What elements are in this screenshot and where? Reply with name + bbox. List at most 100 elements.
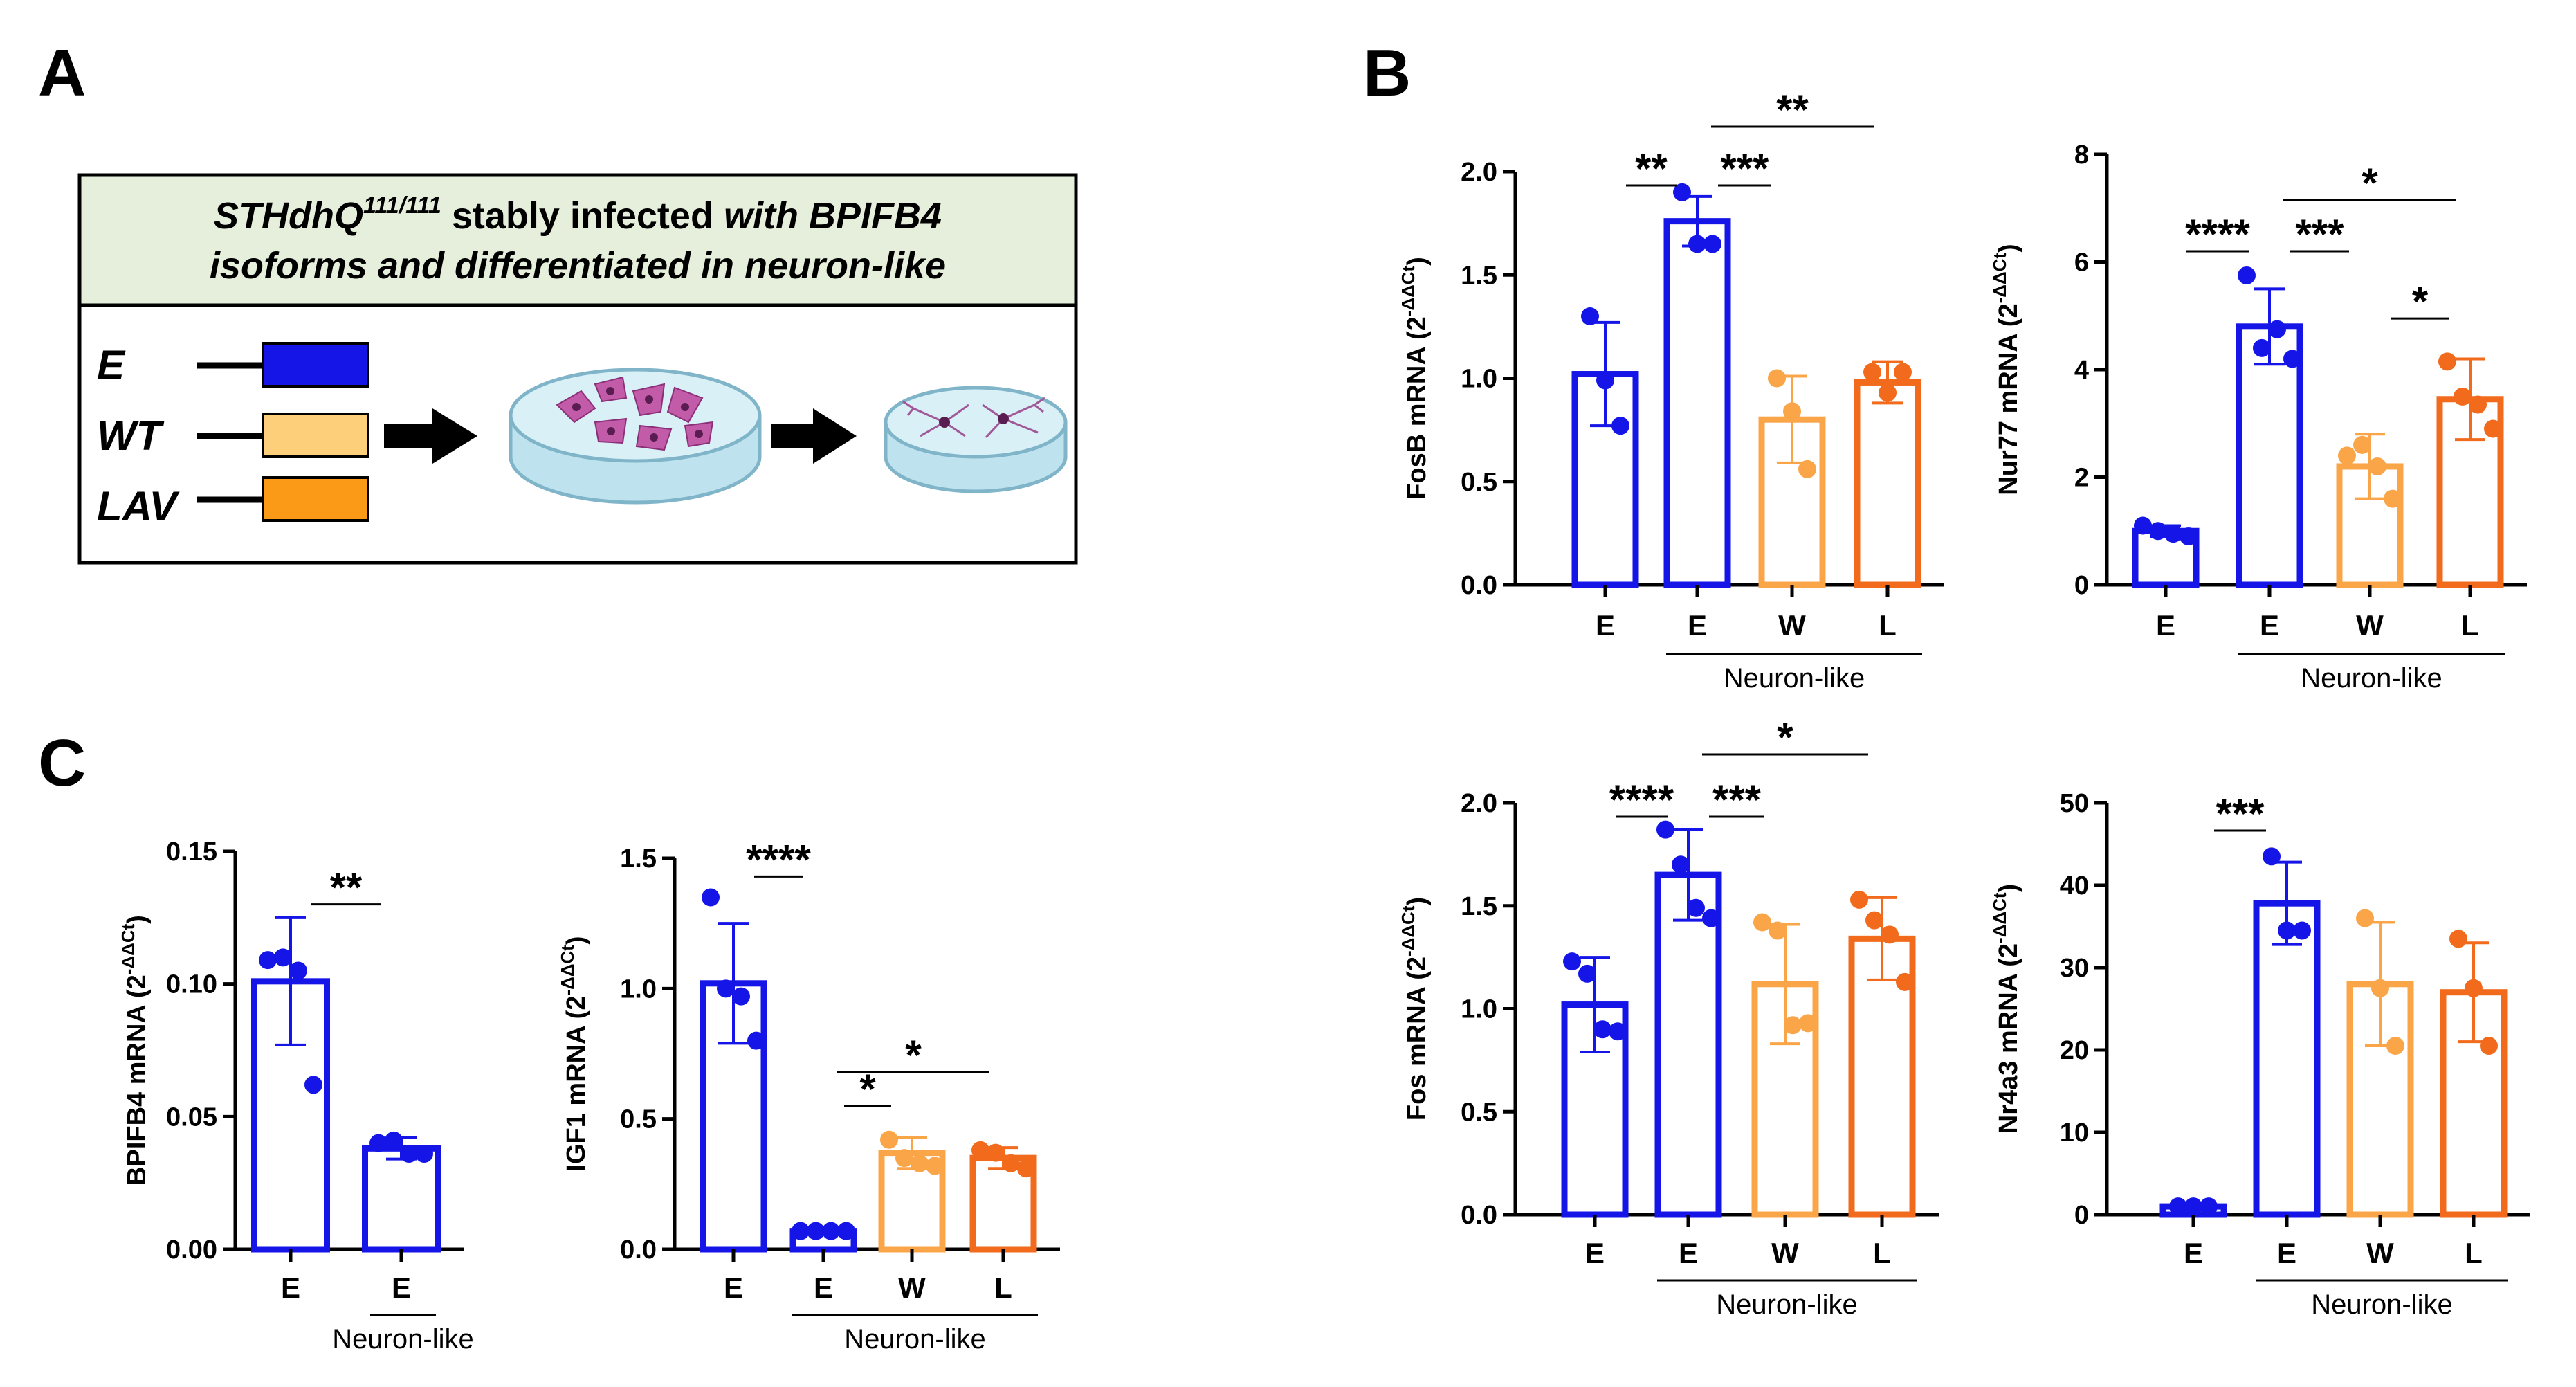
isoform-e-box <box>262 342 369 388</box>
y-tick-label: 0.0 <box>1461 1201 1497 1230</box>
data-point <box>1688 235 1706 253</box>
construct-lav: LAV <box>97 476 369 529</box>
data-point <box>1581 307 1599 325</box>
data-point <box>2268 320 2286 338</box>
data-point <box>1865 911 1883 930</box>
x-tick-label: W <box>2356 609 2384 642</box>
y-tick-label: 0 <box>2074 571 2089 600</box>
data-point <box>369 1134 387 1152</box>
data-point <box>2465 979 2483 997</box>
significance-label: ** <box>1776 87 1809 133</box>
schematic-title-line1: STHdhQ111/111 stably infected with BPIFB… <box>214 192 942 237</box>
significance-label: *** <box>2216 790 2265 837</box>
y-tick-label: 0.5 <box>620 1105 657 1134</box>
panel-letter-b: B <box>1363 36 1411 110</box>
data-point <box>1702 909 1720 927</box>
construct-e: E <box>97 342 369 388</box>
data-point <box>1656 820 1674 839</box>
significance-label: * <box>1777 714 1793 761</box>
data-point <box>2454 387 2472 406</box>
data-point <box>2134 516 2152 535</box>
y-tick-label: 40 <box>2060 871 2089 900</box>
x-tick-label: W <box>1778 609 1806 642</box>
y-tick-label: 0.5 <box>1461 468 1497 497</box>
y-tick-label: 20 <box>2060 1036 2089 1065</box>
data-point <box>2480 1037 2498 1055</box>
group-label: Neuron-like <box>1716 1289 1858 1320</box>
significance-label: *** <box>1712 777 1762 823</box>
data-point <box>2293 921 2311 940</box>
data-point <box>1798 460 1816 478</box>
data-point <box>1799 1014 1817 1033</box>
chart-nur77: 0 2 4 6 8 Nur77 mRNA (2-ΔΔCt) E E W L Neuron-like *… <box>1989 140 2527 694</box>
group-label: Neuron-like <box>2301 663 2442 694</box>
y-axis-label: IGF1 mRNA (2-ΔΔCt) <box>557 936 591 1171</box>
data-point <box>1017 1159 1035 1178</box>
data-point <box>2368 457 2386 475</box>
data-point <box>1672 855 1690 874</box>
y-tick-label: 50 <box>2060 789 2089 818</box>
data-point <box>792 1222 810 1240</box>
y-axis-label: Fos mRNA (2-ΔΔCt) <box>1398 897 1432 1121</box>
y-tick-label: 30 <box>2060 954 2089 983</box>
data-point <box>2180 527 2198 546</box>
data-point <box>2386 1037 2404 1055</box>
isoform-lav-box <box>262 476 369 522</box>
culture-dish-neuron-like <box>884 386 1068 493</box>
significance-label: * <box>2412 278 2429 325</box>
data-point <box>400 1145 418 1163</box>
data-point <box>822 1222 840 1240</box>
schematic: STHdhQ111/111 stably infected with BPIFB… <box>77 173 1078 565</box>
data-point <box>837 1222 855 1240</box>
data-point <box>1783 402 1801 421</box>
y-tick-label: 8 <box>2074 140 2089 170</box>
y-axis-label: Nur77 mRNA (2-ΔΔCt) <box>1989 244 2023 495</box>
data-point <box>1703 235 1721 253</box>
data-point <box>1563 952 1581 971</box>
data-point <box>2278 921 2296 940</box>
y-tick-label: 0 <box>2074 1201 2089 1230</box>
x-tick-label: L <box>1873 1237 1891 1269</box>
x-tick-label: L <box>994 1271 1012 1304</box>
data-point <box>880 1130 898 1149</box>
significance-label: **** <box>1609 777 1674 823</box>
culture-dish-undifferentiated <box>509 368 762 505</box>
y-axis-label: FosB mRNA (2-ΔΔCt) <box>1398 257 1432 500</box>
data-point <box>911 1154 929 1172</box>
x-tick-label: E <box>724 1271 743 1304</box>
data-point <box>1609 1022 1627 1041</box>
data-point <box>1894 363 1912 381</box>
chart-bpifb4: 0.00 0.05 0.10 0.15 BPIFB4 mRNA (2-ΔΔCt) E E Ne… <box>118 837 474 1354</box>
data-point <box>1596 371 1614 390</box>
data-point <box>274 948 292 967</box>
x-tick-label: E <box>392 1271 411 1304</box>
chart-fosb: 0.0 0.5 1.0 1.5 2.0 FosB mRNA (2-ΔΔCt) E E W L Neu… <box>1398 87 1944 694</box>
data-point <box>895 1149 913 1168</box>
data-point <box>2263 847 2281 866</box>
chart-nr4a3: 0 10 20 30 40 50 Nr4a3 mRNA (2-ΔΔCt) E E W L Neuron… <box>1989 789 2530 1320</box>
data-point <box>2469 395 2487 414</box>
x-tick-label: E <box>2277 1237 2296 1269</box>
data-point <box>259 951 277 970</box>
data-point <box>1863 363 1881 381</box>
data-point <box>1002 1154 1020 1172</box>
data-point <box>717 979 735 998</box>
y-axis-label: Nr4a3 mRNA (2-ΔΔCt) <box>1989 884 2023 1134</box>
data-point <box>1578 964 1596 983</box>
schematic-title-line2: isoforms and differentiated in neuron-li… <box>210 245 946 287</box>
data-point <box>289 961 307 980</box>
data-point <box>1673 183 1691 201</box>
data-point <box>2200 1197 2218 1216</box>
panel-letter-c: C <box>38 726 86 800</box>
data-point <box>2238 266 2256 284</box>
panel-letter-a: A <box>38 36 86 110</box>
x-tick-label: E <box>2184 1237 2203 1269</box>
data-point <box>2283 350 2301 368</box>
data-point <box>1850 890 1868 909</box>
y-tick-label: 1.5 <box>620 844 657 873</box>
y-tick-label: 1.0 <box>620 974 657 1004</box>
data-point <box>2438 352 2456 371</box>
significance-label: * <box>2362 160 2378 206</box>
y-tick-label: 10 <box>2060 1118 2089 1148</box>
